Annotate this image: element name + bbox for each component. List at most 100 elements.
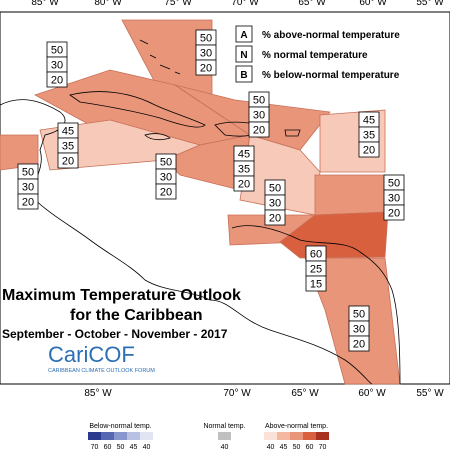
scale-title: Normal temp. bbox=[203, 423, 245, 430]
prob-value: 35 bbox=[62, 141, 74, 153]
longitude-label: 60° W bbox=[359, 0, 387, 8]
prob-box bbox=[46, 71, 68, 88]
scale-swatch bbox=[277, 432, 290, 440]
logo-subtitle: CARIBBEAN CLIMATE OUTLOOK FORUM bbox=[48, 368, 155, 374]
longitude-label: 80° W bbox=[94, 0, 122, 8]
scale-label: 50 bbox=[293, 444, 301, 450]
bahamas bbox=[139, 39, 181, 75]
top-longitudes: 85° W 80° W 75° W 70° W 65° W 60° W 55° W bbox=[31, 0, 444, 8]
prob-value: 50 bbox=[269, 183, 281, 195]
key-frame bbox=[232, 22, 417, 86]
scale-swatch bbox=[140, 432, 153, 440]
prob-value: 20 bbox=[51, 75, 63, 87]
scale-label: 50 bbox=[117, 444, 125, 450]
prob-value: 50 bbox=[253, 95, 265, 107]
cuba bbox=[69, 91, 206, 128]
scale-swatch bbox=[114, 432, 127, 440]
prob-value: 20 bbox=[200, 63, 212, 75]
scale-swatch bbox=[303, 432, 316, 440]
prob-box bbox=[233, 175, 255, 192]
prob-box bbox=[358, 141, 380, 158]
title-line: Maximum Temperature Outlook bbox=[2, 287, 241, 304]
prob-value: 20 bbox=[22, 197, 34, 209]
key-letter: B bbox=[240, 70, 247, 81]
scale-label: 40 bbox=[221, 444, 229, 450]
prob-value: 20 bbox=[238, 179, 250, 191]
season: September - October - November - 2017 bbox=[2, 327, 228, 341]
key-text: % above-normal temperature bbox=[262, 30, 400, 41]
prob-value: 50 bbox=[388, 178, 400, 190]
jamaica bbox=[144, 133, 171, 141]
scale-label: 40 bbox=[267, 444, 275, 450]
prob-box bbox=[17, 193, 39, 210]
prob-value: 30 bbox=[160, 172, 172, 184]
color-scale: Below-normal temp. 70 60 50 45 40 Normal temp.… bbox=[88, 423, 329, 450]
longitude-label: 55° W bbox=[416, 0, 444, 8]
prob-box bbox=[264, 209, 286, 226]
prob-value: 45 bbox=[238, 149, 250, 161]
prob-value: 30 bbox=[51, 60, 63, 72]
prob-box bbox=[57, 152, 79, 169]
longitude-label: 70° W bbox=[223, 388, 251, 399]
scale-label: 45 bbox=[130, 444, 138, 450]
scale-title: Below-normal temp. bbox=[89, 423, 151, 430]
prob-value: 20 bbox=[363, 145, 375, 157]
scale-label: 70 bbox=[319, 444, 327, 450]
prob-box bbox=[383, 204, 405, 221]
longitude-label: 60° W bbox=[358, 388, 386, 399]
prob-value: 60 bbox=[310, 249, 322, 261]
scale-swatch bbox=[101, 432, 114, 440]
prob-value: 50 bbox=[22, 167, 34, 179]
scale-label: 40 bbox=[143, 444, 151, 450]
scale-label: 60 bbox=[104, 444, 112, 450]
prob-value: 30 bbox=[388, 193, 400, 205]
prob-value: 50 bbox=[51, 45, 63, 57]
key-box bbox=[235, 65, 253, 83]
prob-value: 20 bbox=[160, 187, 172, 199]
prob-box bbox=[155, 183, 177, 200]
prob-box bbox=[195, 59, 217, 76]
key: A % above-normal temperature N % normal tem… bbox=[232, 22, 417, 86]
scale-label: 60 bbox=[306, 444, 314, 450]
south-america-coast bbox=[231, 225, 401, 385]
puerto-rico bbox=[284, 129, 301, 137]
prob-value: 20 bbox=[353, 339, 365, 351]
scale-swatch bbox=[218, 432, 231, 440]
longitude-label: 55° W bbox=[416, 388, 444, 399]
prob-value: 15 bbox=[310, 279, 322, 291]
prob-value: 50 bbox=[353, 309, 365, 321]
prob-box bbox=[348, 335, 370, 352]
bottom-longitudes: 85° W 70° W 65° W 60° W 55° W bbox=[84, 388, 444, 399]
scale-swatch bbox=[290, 432, 303, 440]
longitude-label: 65° W bbox=[298, 0, 326, 8]
scale-label: 70 bbox=[91, 444, 99, 450]
key-letter: A bbox=[240, 30, 247, 41]
scale-swatch bbox=[88, 432, 101, 440]
prob-value: 35 bbox=[238, 164, 250, 176]
prob-value: 30 bbox=[253, 110, 265, 122]
longitude-label: 85° W bbox=[31, 0, 59, 8]
prob-value: 25 bbox=[310, 264, 322, 276]
prob-value: 35 bbox=[363, 130, 375, 142]
prob-value: 30 bbox=[269, 198, 281, 210]
key-box bbox=[235, 25, 253, 43]
prob-value: 20 bbox=[269, 213, 281, 225]
longitude-label: 70° W bbox=[231, 0, 259, 8]
prob-value: 20 bbox=[388, 208, 400, 220]
scale-label: 45 bbox=[280, 444, 288, 450]
prob-value: 50 bbox=[160, 157, 172, 169]
prob-value: 45 bbox=[62, 126, 74, 138]
title-line: for the Caribbean bbox=[70, 307, 202, 324]
key-letter: N bbox=[240, 50, 247, 61]
key-box bbox=[235, 45, 253, 63]
longitude-label: 75° W bbox=[164, 0, 192, 8]
prob-value: 20 bbox=[62, 156, 74, 168]
prob-value: 45 bbox=[363, 115, 375, 127]
key-text: % below-normal temperature bbox=[262, 70, 400, 81]
prob-value: 30 bbox=[22, 182, 34, 194]
longitude-label: 65° W bbox=[291, 388, 319, 399]
prob-value: 30 bbox=[200, 48, 212, 60]
prob-value: 30 bbox=[353, 324, 365, 336]
